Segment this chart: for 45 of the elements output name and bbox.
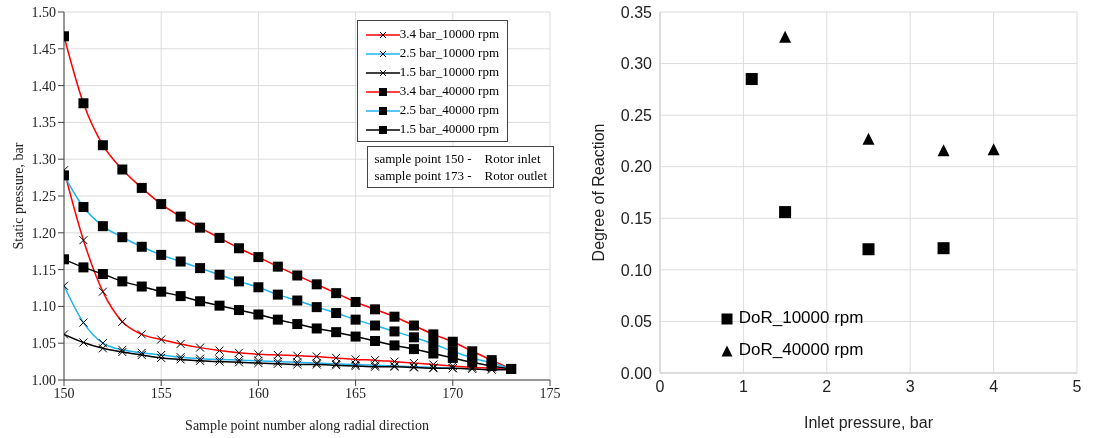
x-tick-label: 3	[905, 378, 915, 396]
y-tick-label: 1.20	[31, 225, 56, 241]
legend-label: DoR_40000 rpm	[738, 340, 864, 359]
y-tick-label: 1.05	[31, 336, 56, 352]
y-tick-label: 1.50	[31, 4, 56, 20]
x-tick-label: 0	[655, 378, 665, 396]
x-axis-title: Sample point number along radial direction	[185, 418, 429, 433]
x-axis-title: Inlet pressure, bar	[804, 414, 934, 431]
x-tick-label: 2	[822, 378, 832, 396]
annotation: sample point 150 - Rotor inlet	[374, 150, 542, 167]
y-tick-label: 0.25	[620, 106, 653, 124]
y-tick-label: 0.00	[620, 364, 653, 382]
legend-label: 1.5 bar_40000 rpm	[399, 121, 499, 136]
x-tick-label: 5	[1072, 378, 1082, 396]
x-tick-label: 165	[345, 385, 367, 401]
y-tick-label: 1.25	[31, 188, 56, 204]
legend-label: 3.4 bar_40000 rpm	[399, 83, 499, 98]
legend-label: 1.5 bar_10000 rpm	[399, 64, 499, 79]
x-tick-label: 160	[247, 385, 269, 401]
y-tick-label: 1.35	[31, 115, 56, 131]
x-tick-label: 4	[989, 378, 999, 396]
y-tick-label: 0.35	[620, 3, 653, 21]
y-tick-label: 0.10	[620, 261, 653, 279]
y-tick-label: 1.10	[31, 299, 56, 315]
y-tick-label: 1.45	[31, 41, 56, 57]
y-tick-label: 1.40	[31, 78, 56, 94]
x-tick-label: 175	[539, 385, 561, 401]
x-tick-label: 155	[150, 385, 172, 401]
y-tick-label: 0.20	[620, 158, 653, 176]
y-tick-label: 0.05	[620, 313, 653, 331]
legend-label: 3.4 bar_10000 rpm	[399, 26, 499, 41]
x-tick-label: 1	[738, 378, 748, 396]
legend-label: 2.5 bar_40000 rpm	[399, 102, 499, 117]
y-axis-title: Degree of Reaction	[589, 123, 607, 262]
legend-label: DoR_10000 rpm	[738, 308, 864, 327]
x-tick-label: 150	[53, 385, 75, 401]
y-tick-label: 0.30	[620, 55, 653, 73]
x-tick-label: 170	[442, 385, 464, 401]
y-tick-label: 1.00	[31, 372, 56, 388]
y-tick-label: 1.30	[31, 152, 56, 168]
y-tick-label: 0.15	[620, 209, 653, 227]
y-tick-label: 1.15	[31, 262, 56, 278]
annotation: sample point 173 - Rotor outlet	[374, 167, 547, 184]
legend-label: 2.5 bar_10000 rpm	[399, 45, 499, 60]
y-axis-title: Static pressure, bar	[10, 142, 26, 250]
